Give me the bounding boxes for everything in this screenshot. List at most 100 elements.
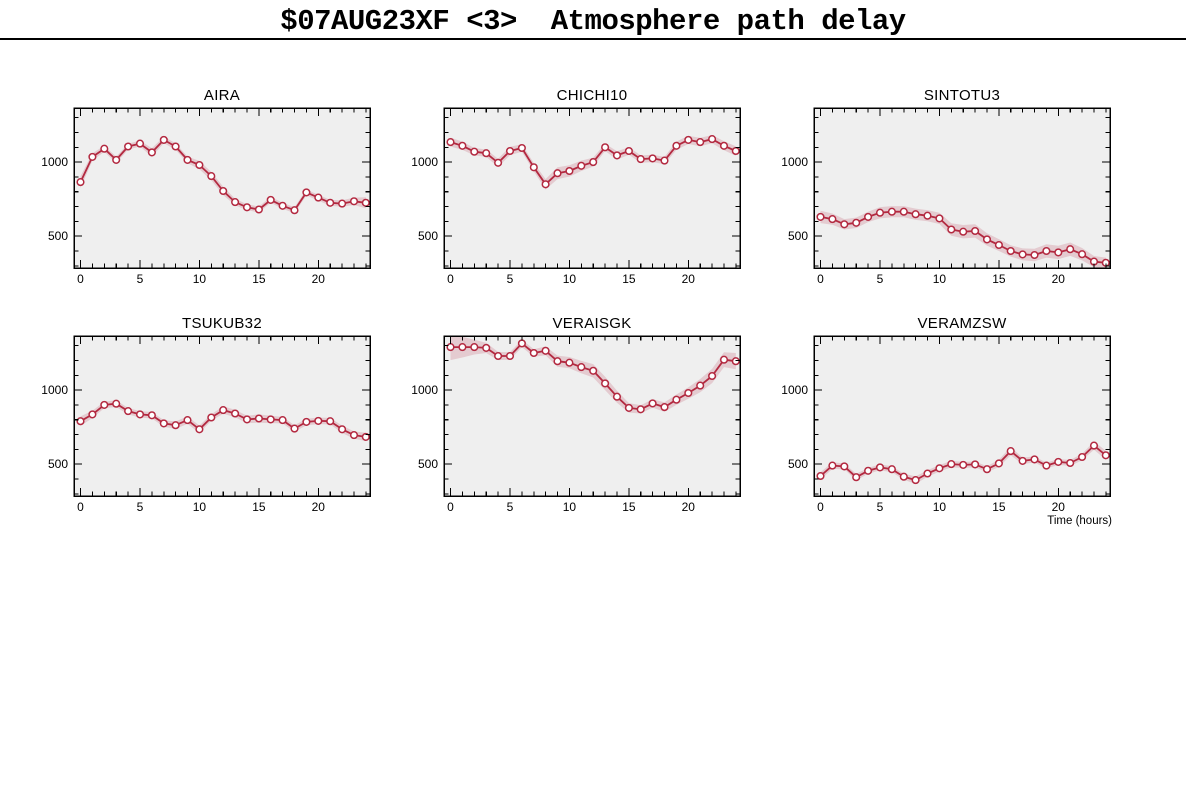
data-point bbox=[1042, 461, 1051, 470]
data-point bbox=[446, 343, 455, 352]
x-tick-label: 10 bbox=[563, 272, 577, 286]
data-point bbox=[183, 155, 192, 164]
data-point bbox=[935, 214, 944, 223]
data-point bbox=[612, 392, 622, 401]
x-tick-label: 0 bbox=[817, 500, 824, 514]
data-point bbox=[314, 416, 323, 425]
data-point bbox=[231, 409, 240, 418]
data-point bbox=[672, 395, 681, 404]
data-point bbox=[1042, 246, 1051, 256]
data-point bbox=[159, 419, 168, 428]
data-point bbox=[636, 155, 645, 164]
data-point bbox=[947, 225, 956, 234]
data-point bbox=[648, 399, 657, 408]
data-point bbox=[290, 424, 299, 433]
data-point bbox=[899, 472, 908, 481]
x-tick-label: 10 bbox=[933, 500, 947, 514]
plot-frame bbox=[443, 335, 741, 497]
data-point bbox=[864, 466, 873, 475]
data-point bbox=[326, 198, 335, 207]
data-point bbox=[326, 417, 335, 426]
data-point bbox=[219, 186, 228, 196]
data-point bbox=[624, 146, 633, 156]
axis-ticks bbox=[814, 108, 1110, 268]
data-point bbox=[195, 160, 204, 170]
data-point bbox=[553, 357, 562, 366]
x-tick-label: 0 bbox=[77, 500, 84, 514]
plot-area bbox=[814, 108, 1110, 268]
plot-area bbox=[444, 108, 740, 268]
data-point bbox=[195, 425, 204, 434]
data-point bbox=[719, 141, 729, 150]
subplot-title: VERAMZSW bbox=[917, 315, 1007, 332]
data-point bbox=[684, 388, 693, 398]
data-point bbox=[266, 415, 275, 424]
data-point bbox=[171, 421, 180, 430]
data-point bbox=[349, 431, 359, 440]
data-point bbox=[254, 205, 263, 214]
data-point bbox=[1078, 452, 1087, 462]
data-point bbox=[1089, 441, 1099, 450]
x-tick-label: 15 bbox=[992, 272, 1006, 286]
data-point bbox=[589, 366, 598, 375]
data-point bbox=[529, 163, 538, 172]
data-point bbox=[864, 212, 873, 221]
data-point bbox=[207, 172, 216, 181]
data-point bbox=[446, 138, 455, 147]
data-point bbox=[971, 226, 980, 236]
subplot-veramzsw: 500 1000 0 5 10 15 20 VERAMZSW Time (hours) bbox=[781, 315, 1112, 527]
data-point bbox=[840, 462, 849, 471]
data-point bbox=[231, 198, 240, 207]
data-point bbox=[470, 147, 479, 156]
data-point bbox=[171, 142, 180, 151]
y-tick-label: 500 bbox=[48, 229, 68, 243]
data-point bbox=[505, 146, 515, 156]
data-point bbox=[1018, 250, 1027, 259]
x-tick-label: 5 bbox=[507, 272, 514, 286]
x-tick-label: 20 bbox=[1052, 500, 1066, 514]
x-tick-label: 10 bbox=[933, 272, 947, 286]
data-point bbox=[112, 399, 121, 408]
x-tick-label: 10 bbox=[193, 272, 207, 286]
data-point bbox=[648, 154, 657, 163]
data-point bbox=[1018, 456, 1027, 465]
data-point bbox=[708, 135, 717, 144]
data-point bbox=[911, 210, 920, 219]
plot-frame bbox=[813, 107, 1111, 269]
data-point bbox=[219, 406, 228, 415]
data-point bbox=[517, 339, 526, 348]
data-point bbox=[875, 463, 885, 472]
subplot-sintotu3: 500 1000 0 5 10 15 20 SINTOTU3 bbox=[781, 87, 1111, 286]
data-point bbox=[76, 417, 85, 426]
page-title: $07AUG23XF <3> Atmosphere path delay bbox=[280, 5, 906, 38]
data-point bbox=[828, 215, 837, 224]
data-point bbox=[1078, 250, 1087, 259]
data-point bbox=[852, 473, 861, 482]
data-point bbox=[696, 138, 705, 147]
x-tick-label: 0 bbox=[447, 500, 454, 514]
x-tick-label: 10 bbox=[563, 500, 577, 514]
data-point bbox=[124, 407, 133, 416]
y-tick-label: 500 bbox=[418, 229, 438, 243]
data-point bbox=[816, 471, 825, 481]
data-point bbox=[971, 460, 980, 469]
data-point bbox=[1006, 447, 1015, 456]
data-point bbox=[159, 135, 168, 144]
data-point bbox=[266, 195, 275, 204]
data-point bbox=[624, 403, 633, 412]
data-point bbox=[887, 207, 896, 216]
x-tick-label: 15 bbox=[252, 500, 266, 514]
data-point bbox=[88, 410, 97, 419]
plot-area bbox=[444, 336, 740, 496]
data-point bbox=[719, 355, 729, 364]
data-point bbox=[565, 166, 574, 176]
subplot-title: AIRA bbox=[204, 87, 240, 104]
data-point bbox=[302, 417, 311, 426]
title-divider bbox=[0, 38, 1186, 40]
data-point bbox=[361, 198, 370, 207]
data-point bbox=[76, 178, 85, 187]
x-tick-label: 15 bbox=[252, 272, 266, 286]
data-point bbox=[911, 476, 920, 485]
data-point bbox=[278, 416, 287, 425]
